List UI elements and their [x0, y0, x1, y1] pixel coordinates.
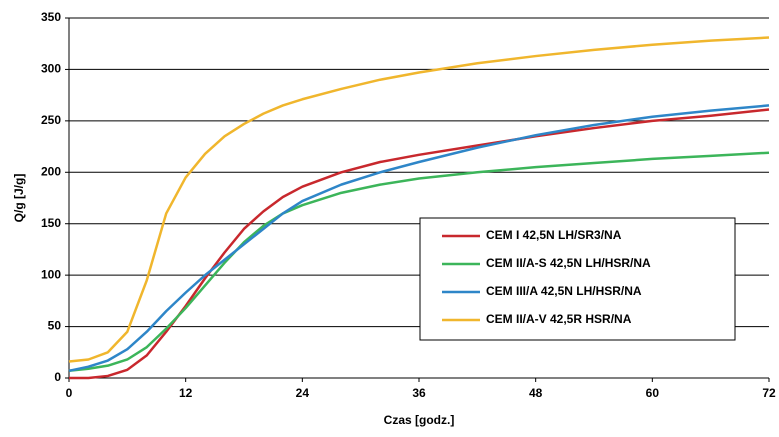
- y-tick-label: 200: [41, 164, 61, 178]
- y-tick-label: 0: [54, 370, 61, 384]
- legend-label: CEM I 42,5N LH/SR3/NA: [486, 228, 622, 242]
- data-line: [68, 36, 770, 363]
- data-line: [69, 108, 770, 380]
- y-tick-label: 50: [48, 319, 62, 333]
- x-axis-label: Czas [godz.]: [384, 413, 455, 427]
- x-tick-label: 72: [762, 386, 776, 400]
- x-tick-label: 36: [412, 386, 426, 400]
- x-tick-label: 24: [296, 386, 310, 400]
- legend-label: CEM II/A-S 42,5N LH/HSR/NA: [486, 256, 651, 270]
- y-axis-label: Q/g [J/g]: [12, 174, 26, 223]
- x-tick-label: 48: [529, 386, 543, 400]
- y-tick-label: 250: [41, 113, 61, 127]
- legend-label: CEM III/A 42,5N LH/HSR/NA: [486, 284, 642, 298]
- y-tick-label: 300: [41, 62, 61, 76]
- x-tick-label: 0: [66, 386, 73, 400]
- data-line: [68, 104, 770, 373]
- y-tick-label: 350: [41, 10, 61, 24]
- y-tick-label: 100: [41, 267, 61, 281]
- x-tick-label: 60: [646, 386, 660, 400]
- legend-label: CEM II/A-V 42,5R HSR/NA: [486, 312, 632, 326]
- y-tick-label: 150: [41, 216, 61, 230]
- x-tick-label: 12: [179, 386, 193, 400]
